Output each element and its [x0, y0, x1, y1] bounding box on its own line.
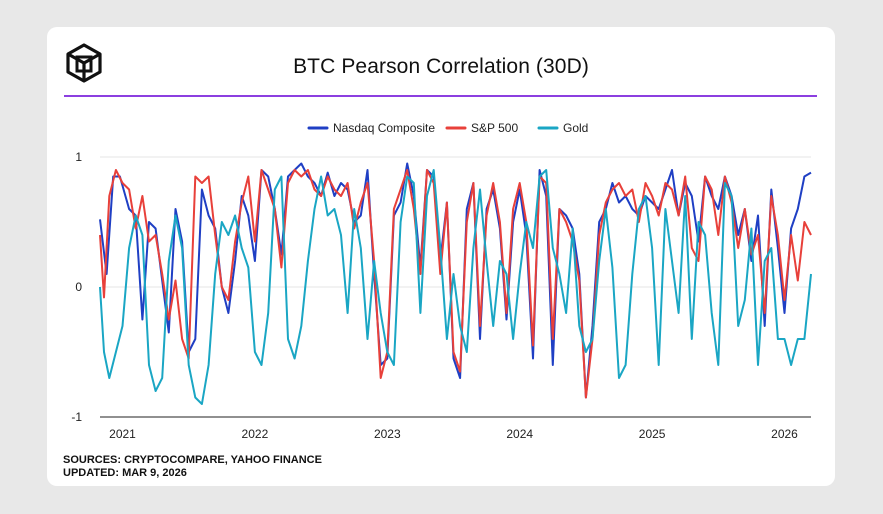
updated-text: UPDATED: MAR 9, 2026	[63, 467, 187, 479]
x-tick-label: 2025	[639, 427, 666, 441]
x-tick-label: 2026	[771, 427, 798, 441]
y-tick-label: 1	[75, 150, 82, 164]
y-tick-label: 0	[75, 280, 82, 294]
x-tick-label: 2022	[242, 427, 269, 441]
legend-label: Nasdaq Composite	[333, 121, 435, 135]
series-line-gold	[99, 169, 812, 405]
legend-label: S&P 500	[471, 121, 518, 135]
x-tick-label: 2021	[109, 427, 136, 441]
x-tick-label: 2024	[506, 427, 533, 441]
title-divider	[64, 95, 817, 97]
correlation-chart: 1 0 -1 2021 2022 2023 2024 2025 2026 Nasdaq Compo…	[71, 121, 812, 441]
sources-text: SOURCES: CRYPTOCOMPARE, YAHOO FINANCE	[63, 454, 322, 466]
chart-title: BTC Pearson Correlation (30D)	[293, 55, 589, 78]
x-tick-label: 2023	[374, 427, 401, 441]
y-tick-label: -1	[71, 410, 82, 424]
cube-logo-icon	[66, 43, 102, 83]
chart-card: BTC Pearson Correlation (30D) 1 0 -1 2021 20…	[47, 27, 835, 486]
series-line-s-p-500	[99, 169, 812, 399]
sources-note: SOURCES: CRYPTOCOMPARE, YAHOO FINANCE UP…	[63, 454, 322, 480]
legend-label: Gold	[563, 121, 588, 135]
